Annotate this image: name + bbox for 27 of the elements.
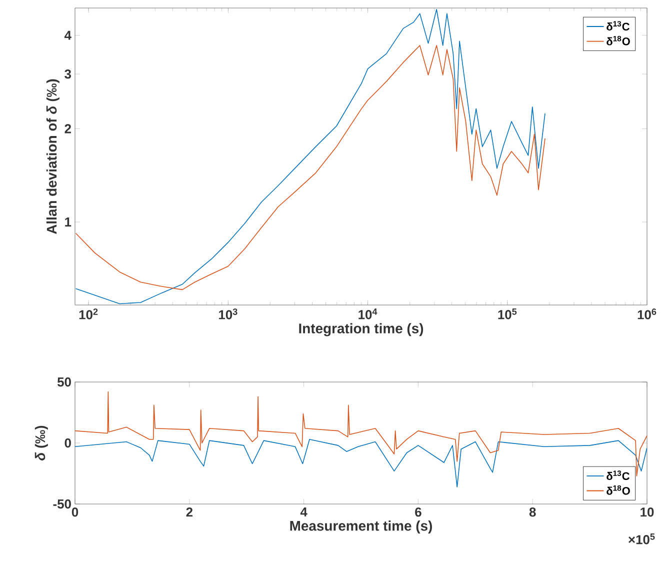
y-tick-label: 4 bbox=[64, 30, 72, 40]
y-tick-label: 2 bbox=[64, 124, 71, 134]
x-tick-label: 4 bbox=[300, 508, 308, 516]
x-tick-label: 10$^{5}$ bbox=[498, 308, 517, 320]
y-tick-label: 3 bbox=[64, 69, 72, 79]
text: ×10$^{5}$ bbox=[628, 534, 655, 544]
y-tick-label: 1 bbox=[65, 218, 72, 226]
legend-label: δ$^{18}$O bbox=[606, 485, 630, 495]
x-axis-title: Integration time (s) bbox=[299, 323, 424, 336]
x-tick-label: 10 bbox=[640, 508, 654, 517]
x-tick-label: 10$^{3}$ bbox=[218, 308, 238, 320]
y-axis-title: Allan deviation of δ (‰) bbox=[46, 79, 60, 234]
x-tick-label: 10$^{2}$ bbox=[79, 308, 98, 320]
x-tick-label: 10$^{6}$ bbox=[638, 308, 656, 320]
y-axis-title: δ (‰) bbox=[34, 426, 48, 460]
legend-label: δ$^{18}$O bbox=[606, 36, 630, 46]
y-tick-label: 0 bbox=[64, 438, 71, 448]
x-tick-label: 0 bbox=[72, 508, 78, 517]
y-tick-label: -50 bbox=[53, 499, 71, 509]
legend-label: δ$^{13}$C bbox=[606, 21, 630, 31]
y-tick-label: 50 bbox=[57, 377, 71, 387]
x-tick-label: 10$^{4}$ bbox=[358, 308, 378, 320]
x-tick-label: 2 bbox=[186, 508, 192, 517]
legend-label: δ$^{13}$C bbox=[606, 470, 630, 480]
x-axis-title: Measurement time (s) bbox=[290, 520, 432, 534]
x-tick-label: 8 bbox=[529, 508, 536, 517]
x-tick-label: 6 bbox=[415, 508, 422, 517]
